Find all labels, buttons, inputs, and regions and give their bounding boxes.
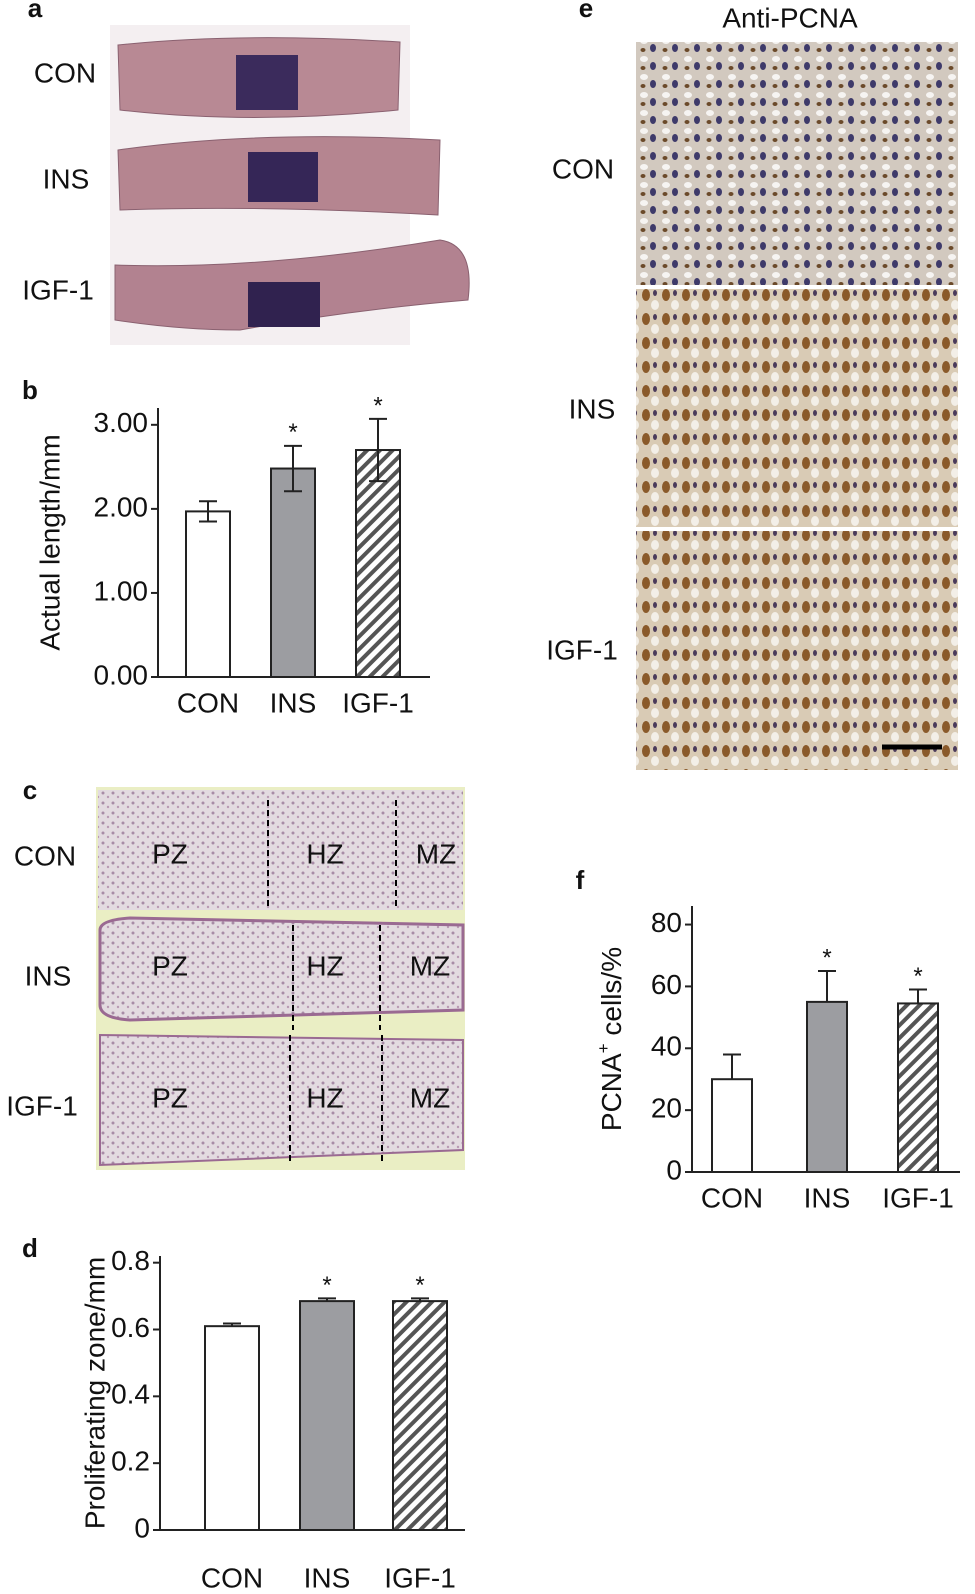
row-label: CON	[552, 153, 614, 184]
zone-label: PZ	[152, 1082, 188, 1113]
significance: *	[373, 392, 382, 419]
x-tick-label: INS	[270, 687, 317, 718]
y-tick-label: 0	[666, 1154, 682, 1185]
y-tick-label: 0.2	[111, 1446, 150, 1477]
row-label: CON	[14, 840, 76, 871]
y-tick-label: 20	[651, 1093, 682, 1124]
x-tick-label: CON	[201, 1562, 263, 1593]
significance: *	[322, 1272, 331, 1299]
x-tick-label: CON	[177, 687, 239, 718]
y-tick-label: 60	[651, 969, 682, 1000]
y-tick-label: 0	[134, 1512, 150, 1543]
y-tick-label: 0.4	[111, 1379, 150, 1410]
significance: *	[415, 1272, 424, 1299]
x-tick-label: IGF-1	[882, 1182, 954, 1213]
bar	[392, 1300, 448, 1531]
row-label: INS	[25, 960, 72, 991]
zone-label: MZ	[410, 1082, 450, 1113]
y-tick-label: 80	[651, 907, 682, 938]
x-tick-label: INS	[804, 1182, 851, 1213]
row-label: CON	[34, 57, 96, 88]
bar	[204, 1325, 260, 1532]
zone-label: PZ	[152, 838, 188, 869]
y-tick-label: 0.6	[111, 1312, 150, 1343]
y-tick-label: 3.00	[94, 407, 149, 438]
x-tick-label: IGF-1	[384, 1562, 456, 1593]
zone-label: HZ	[306, 838, 343, 869]
zone-label: HZ	[306, 950, 343, 981]
y-tick-label: 2.00	[94, 491, 149, 522]
y-axis-label-part: PCNA	[596, 1053, 627, 1131]
bar	[270, 467, 316, 678]
zone-label: MZ	[410, 950, 450, 981]
y-axis-label-part: cells/%	[596, 947, 627, 1043]
x-tick-label: CON	[701, 1182, 763, 1213]
panel-label: f	[576, 865, 585, 895]
row-label: INS	[43, 163, 90, 194]
x-tick-label: INS	[304, 1562, 351, 1593]
x-tick-label: IGF-1	[342, 687, 414, 718]
panel-a-image	[110, 25, 470, 345]
zone-label: PZ	[152, 950, 188, 981]
significance: *	[822, 944, 831, 971]
y-tick-label: 0.00	[94, 659, 149, 690]
row-label: INS	[569, 393, 616, 424]
panel-label: b	[22, 375, 38, 405]
bar	[806, 1000, 848, 1173]
bar	[897, 1002, 939, 1173]
zone-label: MZ	[416, 838, 456, 869]
panel-title: Anti-PCNA	[722, 2, 858, 33]
bar	[299, 1300, 355, 1531]
panel-c-image	[96, 787, 465, 1170]
y-tick-label: 40	[651, 1031, 682, 1062]
bar	[355, 449, 401, 678]
y-axis-label: PCNA+ cells/%	[594, 947, 627, 1131]
y-axis-label: Proliferating zone/mm	[79, 1257, 110, 1529]
y-tick-label: 0.8	[111, 1245, 150, 1276]
row-label: IGF-1	[22, 274, 94, 305]
panel-label: e	[579, 0, 593, 23]
significance: *	[913, 963, 922, 990]
significance: *	[288, 419, 297, 446]
zone-label: HZ	[306, 1082, 343, 1113]
row-label: IGF-1	[546, 634, 618, 665]
panel-label: d	[22, 1233, 38, 1263]
panel-label: a	[28, 0, 43, 23]
y-axis-label: Actual length/mm	[34, 434, 65, 650]
panel-label: c	[23, 775, 37, 805]
y-tick-label: 1.00	[94, 575, 149, 606]
y-axis-label-part: +	[594, 1043, 613, 1053]
bar	[185, 510, 231, 678]
panel-e-image	[636, 42, 958, 770]
row-label: IGF-1	[6, 1090, 78, 1121]
bar	[711, 1078, 753, 1174]
